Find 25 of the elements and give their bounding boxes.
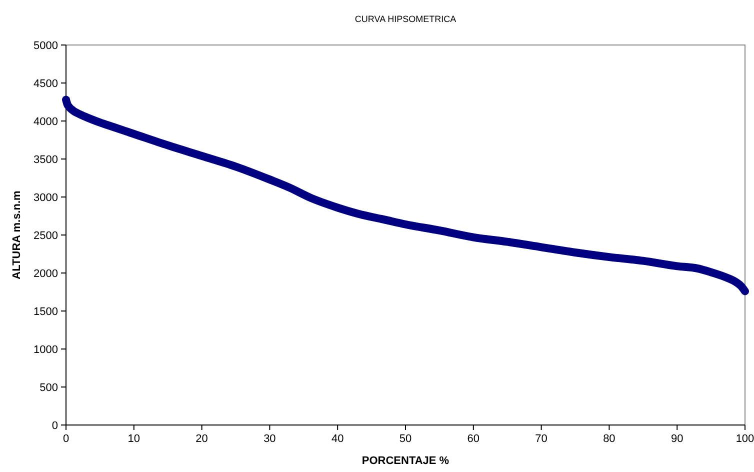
x-tick-label: 20 [196,433,208,445]
x-tick-label: 80 [603,433,616,445]
y-tick-label: 4000 [34,116,58,128]
y-tick-label: 2000 [34,268,58,280]
x-tick-label: 30 [264,433,276,445]
x-tick-label: 40 [331,433,344,445]
y-tick-label: 500 [40,382,58,394]
x-tick-label: 50 [399,433,412,445]
x-tick-label: 70 [535,433,548,445]
y-tick-label: 5000 [34,40,58,52]
x-tick-label: 0 [62,433,70,445]
chart-title: CURVA HIPSOMETRICA [354,14,456,24]
y-tick-label: 3000 [34,192,58,204]
y-tick-label: 2500 [34,230,58,242]
y-axis-title: ALTURA m.s.n.m [11,190,23,280]
y-tick-label: 4500 [34,78,58,90]
x-axis-title: PORCENTAJE % [362,455,450,467]
x-tick-label: 90 [670,433,684,445]
x-tick-label: 10 [128,433,140,445]
y-tick-label: 0 [52,420,58,432]
x-tick-label: 60 [467,433,480,445]
x-tick-label: 100 [736,433,754,445]
y-tick-label: 1000 [34,344,58,356]
y-tick-label: 1500 [34,306,58,318]
y-tick-label: 3500 [34,154,58,166]
